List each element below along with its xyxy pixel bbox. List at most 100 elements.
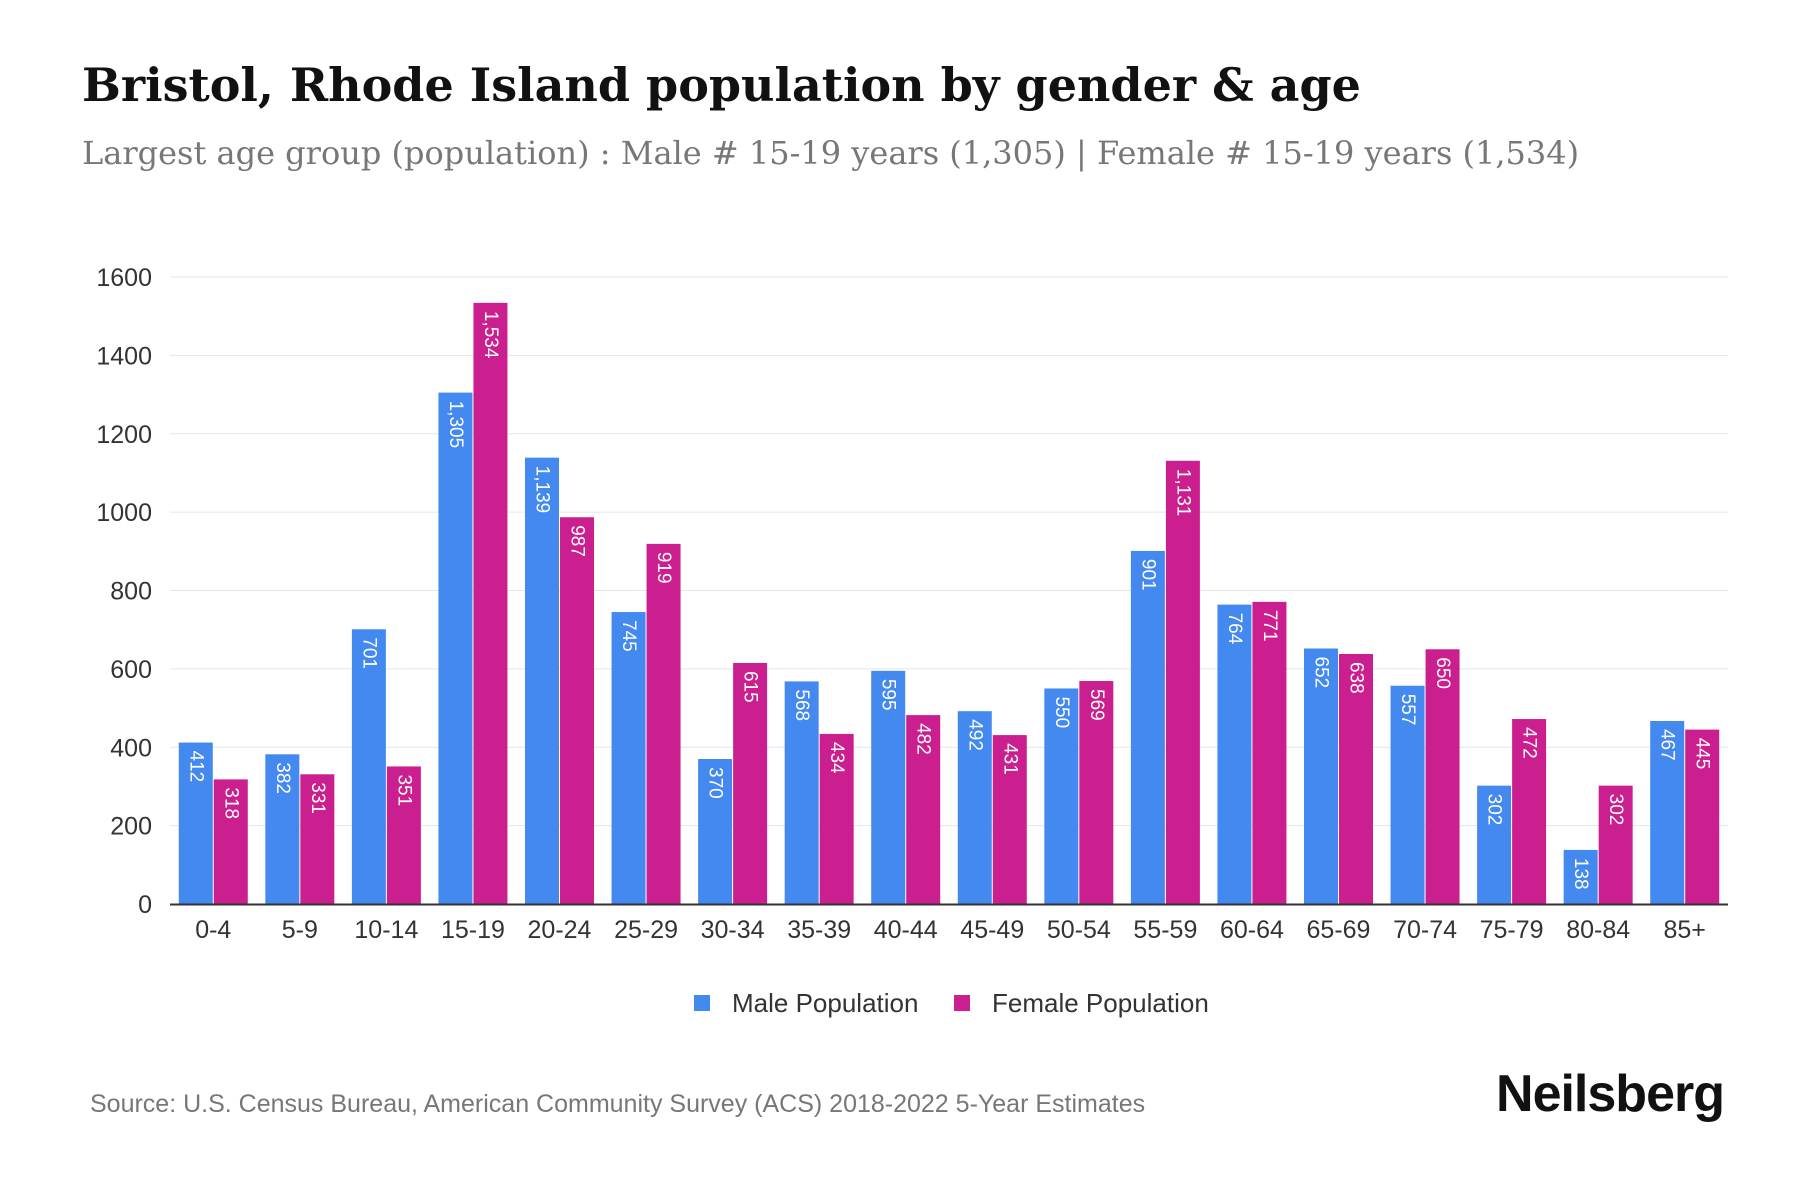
male-value-label-45-49: 492 bbox=[964, 719, 985, 751]
male-bar-35-39 bbox=[784, 681, 819, 904]
female-bar-0-4 bbox=[213, 779, 248, 904]
y-tick-label: 0 bbox=[138, 891, 152, 919]
x-tick-label: 70-74 bbox=[1393, 916, 1457, 944]
female-bar-30-34 bbox=[733, 662, 768, 904]
chart-subtitle: Largest age group (population) : Male # … bbox=[82, 134, 1580, 172]
male-bar-60-64 bbox=[1217, 604, 1252, 904]
male-bar-70-74 bbox=[1390, 685, 1425, 904]
female-value-label-55-59: 1,131 bbox=[1172, 469, 1193, 517]
female-value-label-5-9: 331 bbox=[307, 782, 328, 814]
female-value-label-80-84: 302 bbox=[1605, 794, 1626, 826]
male-value-label-5-9: 382 bbox=[272, 762, 293, 794]
legend: Male Population Female Population bbox=[694, 988, 1209, 1018]
x-tick-label: 5-9 bbox=[282, 916, 318, 944]
male-value-label-65-69: 652 bbox=[1311, 656, 1332, 688]
male-value-label-75-79: 302 bbox=[1484, 794, 1505, 826]
male-bar-15-19 bbox=[438, 392, 473, 904]
x-tick-label: 75-79 bbox=[1480, 916, 1544, 944]
y-tick-label: 1400 bbox=[96, 342, 152, 370]
male-bar-65-69 bbox=[1304, 648, 1338, 904]
female-value-label-45-49: 431 bbox=[999, 743, 1020, 775]
male-value-label-30-34: 370 bbox=[705, 767, 726, 799]
bars: 412 318 382 331 701 351 1,305 1,534 1,139 987 745 9… bbox=[178, 302, 1720, 904]
female-bar-75-79 bbox=[1512, 719, 1547, 904]
legend-male-swatch bbox=[694, 995, 710, 1011]
y-tick-label: 1000 bbox=[96, 499, 152, 527]
female-value-label-0-4: 318 bbox=[220, 787, 241, 819]
male-value-label-35-39: 568 bbox=[791, 689, 812, 721]
female-value-label-50-54: 569 bbox=[1086, 689, 1107, 721]
female-bar-50-54 bbox=[1079, 681, 1114, 904]
female-bar-5-9 bbox=[300, 774, 335, 904]
male-value-label-25-29: 745 bbox=[618, 620, 639, 652]
male-bar-30-34 bbox=[698, 759, 733, 904]
x-tick-label: 40-44 bbox=[874, 916, 938, 944]
male-bar-10-14 bbox=[351, 629, 386, 904]
female-value-label-40-44: 482 bbox=[913, 723, 934, 755]
legend-female-label: Female Population bbox=[992, 988, 1209, 1018]
x-tick-label: 65-69 bbox=[1307, 916, 1371, 944]
male-value-label-10-14: 701 bbox=[358, 637, 379, 669]
x-tick-label: 60-64 bbox=[1220, 916, 1284, 944]
male-value-label-20-24: 1,139 bbox=[532, 466, 553, 514]
female-bar-60-64 bbox=[1252, 601, 1287, 904]
female-value-label-35-39: 434 bbox=[826, 742, 847, 774]
brand-logo: Neilsberg bbox=[1496, 1065, 1725, 1123]
female-value-label-30-34: 615 bbox=[740, 671, 761, 703]
male-bar-40-44 bbox=[871, 670, 906, 904]
x-tick-label: 35-39 bbox=[787, 916, 851, 944]
gridlines bbox=[170, 276, 1728, 827]
x-tick-label: 10-14 bbox=[354, 916, 418, 944]
male-value-label-80-84: 138 bbox=[1570, 858, 1591, 890]
female-value-label-75-79: 472 bbox=[1519, 727, 1540, 759]
legend-female-swatch bbox=[954, 995, 970, 1011]
male-value-label-40-44: 595 bbox=[878, 679, 899, 711]
female-bar-40-44 bbox=[906, 715, 941, 904]
male-value-label-70-74: 557 bbox=[1397, 694, 1418, 726]
x-tick-label: 80-84 bbox=[1566, 916, 1630, 944]
male-value-label-55-59: 901 bbox=[1137, 559, 1158, 591]
female-bar-70-74 bbox=[1425, 649, 1460, 904]
y-tick-label: 1600 bbox=[96, 264, 152, 292]
source-note: Source: U.S. Census Bureau, American Com… bbox=[90, 1090, 1146, 1118]
y-tick-label: 1200 bbox=[96, 421, 152, 449]
x-tick-label: 20-24 bbox=[528, 916, 592, 944]
male-value-label-0-4: 412 bbox=[185, 751, 206, 783]
male-bar-50-54 bbox=[1044, 688, 1079, 904]
female-bar-65-69 bbox=[1339, 653, 1373, 904]
x-tick-label: 15-19 bbox=[441, 916, 505, 944]
female-bar-20-24 bbox=[560, 517, 594, 904]
male-bar-20-24 bbox=[525, 457, 559, 904]
female-bar-10-14 bbox=[386, 766, 421, 904]
male-bar-85+ bbox=[1650, 720, 1685, 904]
male-bar-75-79 bbox=[1477, 785, 1512, 904]
male-bar-45-49 bbox=[957, 711, 992, 904]
female-bar-85+ bbox=[1685, 729, 1720, 904]
x-tick-label: 0-4 bbox=[195, 916, 231, 944]
male-bar-80-84 bbox=[1563, 849, 1598, 904]
female-bar-35-39 bbox=[819, 733, 854, 904]
male-value-label-85+: 467 bbox=[1657, 729, 1678, 761]
x-tick-label: 30-34 bbox=[701, 916, 765, 944]
female-value-label-25-29: 919 bbox=[653, 552, 674, 584]
female-value-label-10-14: 351 bbox=[393, 774, 414, 806]
y-tick-label: 400 bbox=[110, 734, 152, 762]
y-tick-label: 600 bbox=[110, 656, 152, 684]
chart-title: Bristol, Rhode Island population by gend… bbox=[82, 58, 1361, 112]
y-tick-label: 200 bbox=[110, 813, 152, 841]
female-bar-55-59 bbox=[1165, 460, 1200, 904]
female-value-label-20-24: 987 bbox=[567, 525, 588, 557]
male-value-label-50-54: 550 bbox=[1051, 696, 1072, 728]
female-value-label-15-19: 1,534 bbox=[480, 311, 501, 359]
male-value-label-15-19: 1,305 bbox=[445, 401, 466, 449]
y-tick-label: 800 bbox=[110, 578, 152, 606]
y-axis: 0 200 400 600 800 1000 1200 1400 1600 bbox=[96, 264, 152, 919]
female-value-label-60-64: 771 bbox=[1259, 610, 1280, 642]
x-tick-label: 55-59 bbox=[1133, 916, 1197, 944]
female-bar-25-29 bbox=[646, 543, 681, 904]
female-value-label-70-74: 650 bbox=[1432, 657, 1453, 689]
female-bar-45-49 bbox=[992, 735, 1027, 904]
x-tick-label: 45-49 bbox=[960, 916, 1024, 944]
male-bar-0-4 bbox=[178, 742, 213, 904]
